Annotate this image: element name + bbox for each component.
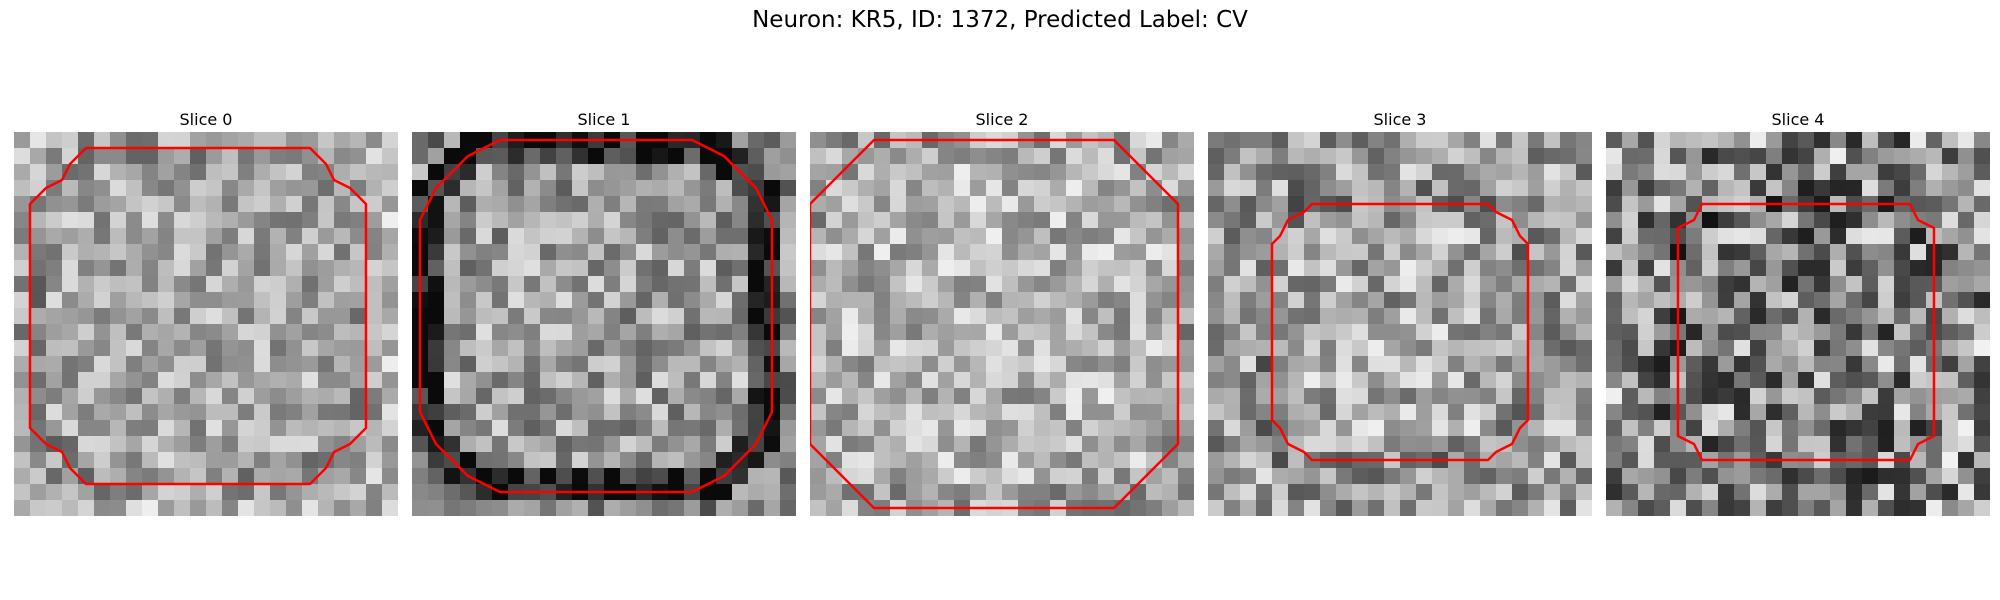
segmentation-contour <box>1270 202 1530 462</box>
slice-image-1 <box>412 132 796 516</box>
slice-title-3: Slice 3 <box>1373 110 1427 129</box>
pixel-grid <box>1606 132 1990 516</box>
slice-image-0 <box>14 132 398 516</box>
slice-image-2 <box>810 132 1194 516</box>
figure-title: Neuron: KR5, ID: 1372, Predicted Label: … <box>752 7 1248 33</box>
slice-image-3 <box>1208 132 1592 516</box>
slice-title-2: Slice 2 <box>975 110 1029 129</box>
segmentation-contour <box>28 146 368 486</box>
slice-title-1: Slice 1 <box>577 110 631 129</box>
slice-title-0: Slice 0 <box>179 110 233 129</box>
slice-image-4 <box>1606 132 1990 516</box>
pixel-grid <box>14 132 398 516</box>
pixel-grid <box>1208 132 1592 516</box>
slice-panel-0: Slice 0 <box>14 108 398 516</box>
slice-panel-1: Slice 1 <box>412 108 796 516</box>
segmentation-contour <box>810 138 1180 510</box>
pixel-grid <box>810 132 1194 516</box>
slice-panel-2: Slice 2 <box>810 108 1194 516</box>
segmentation-contour <box>418 138 774 494</box>
slice-panel-4: Slice 4 <box>1606 108 1990 516</box>
slice-panel-3: Slice 3 <box>1208 108 1592 516</box>
pixel-grid <box>412 132 796 516</box>
slice-title-4: Slice 4 <box>1771 110 1825 129</box>
segmentation-contour <box>1676 202 1936 462</box>
